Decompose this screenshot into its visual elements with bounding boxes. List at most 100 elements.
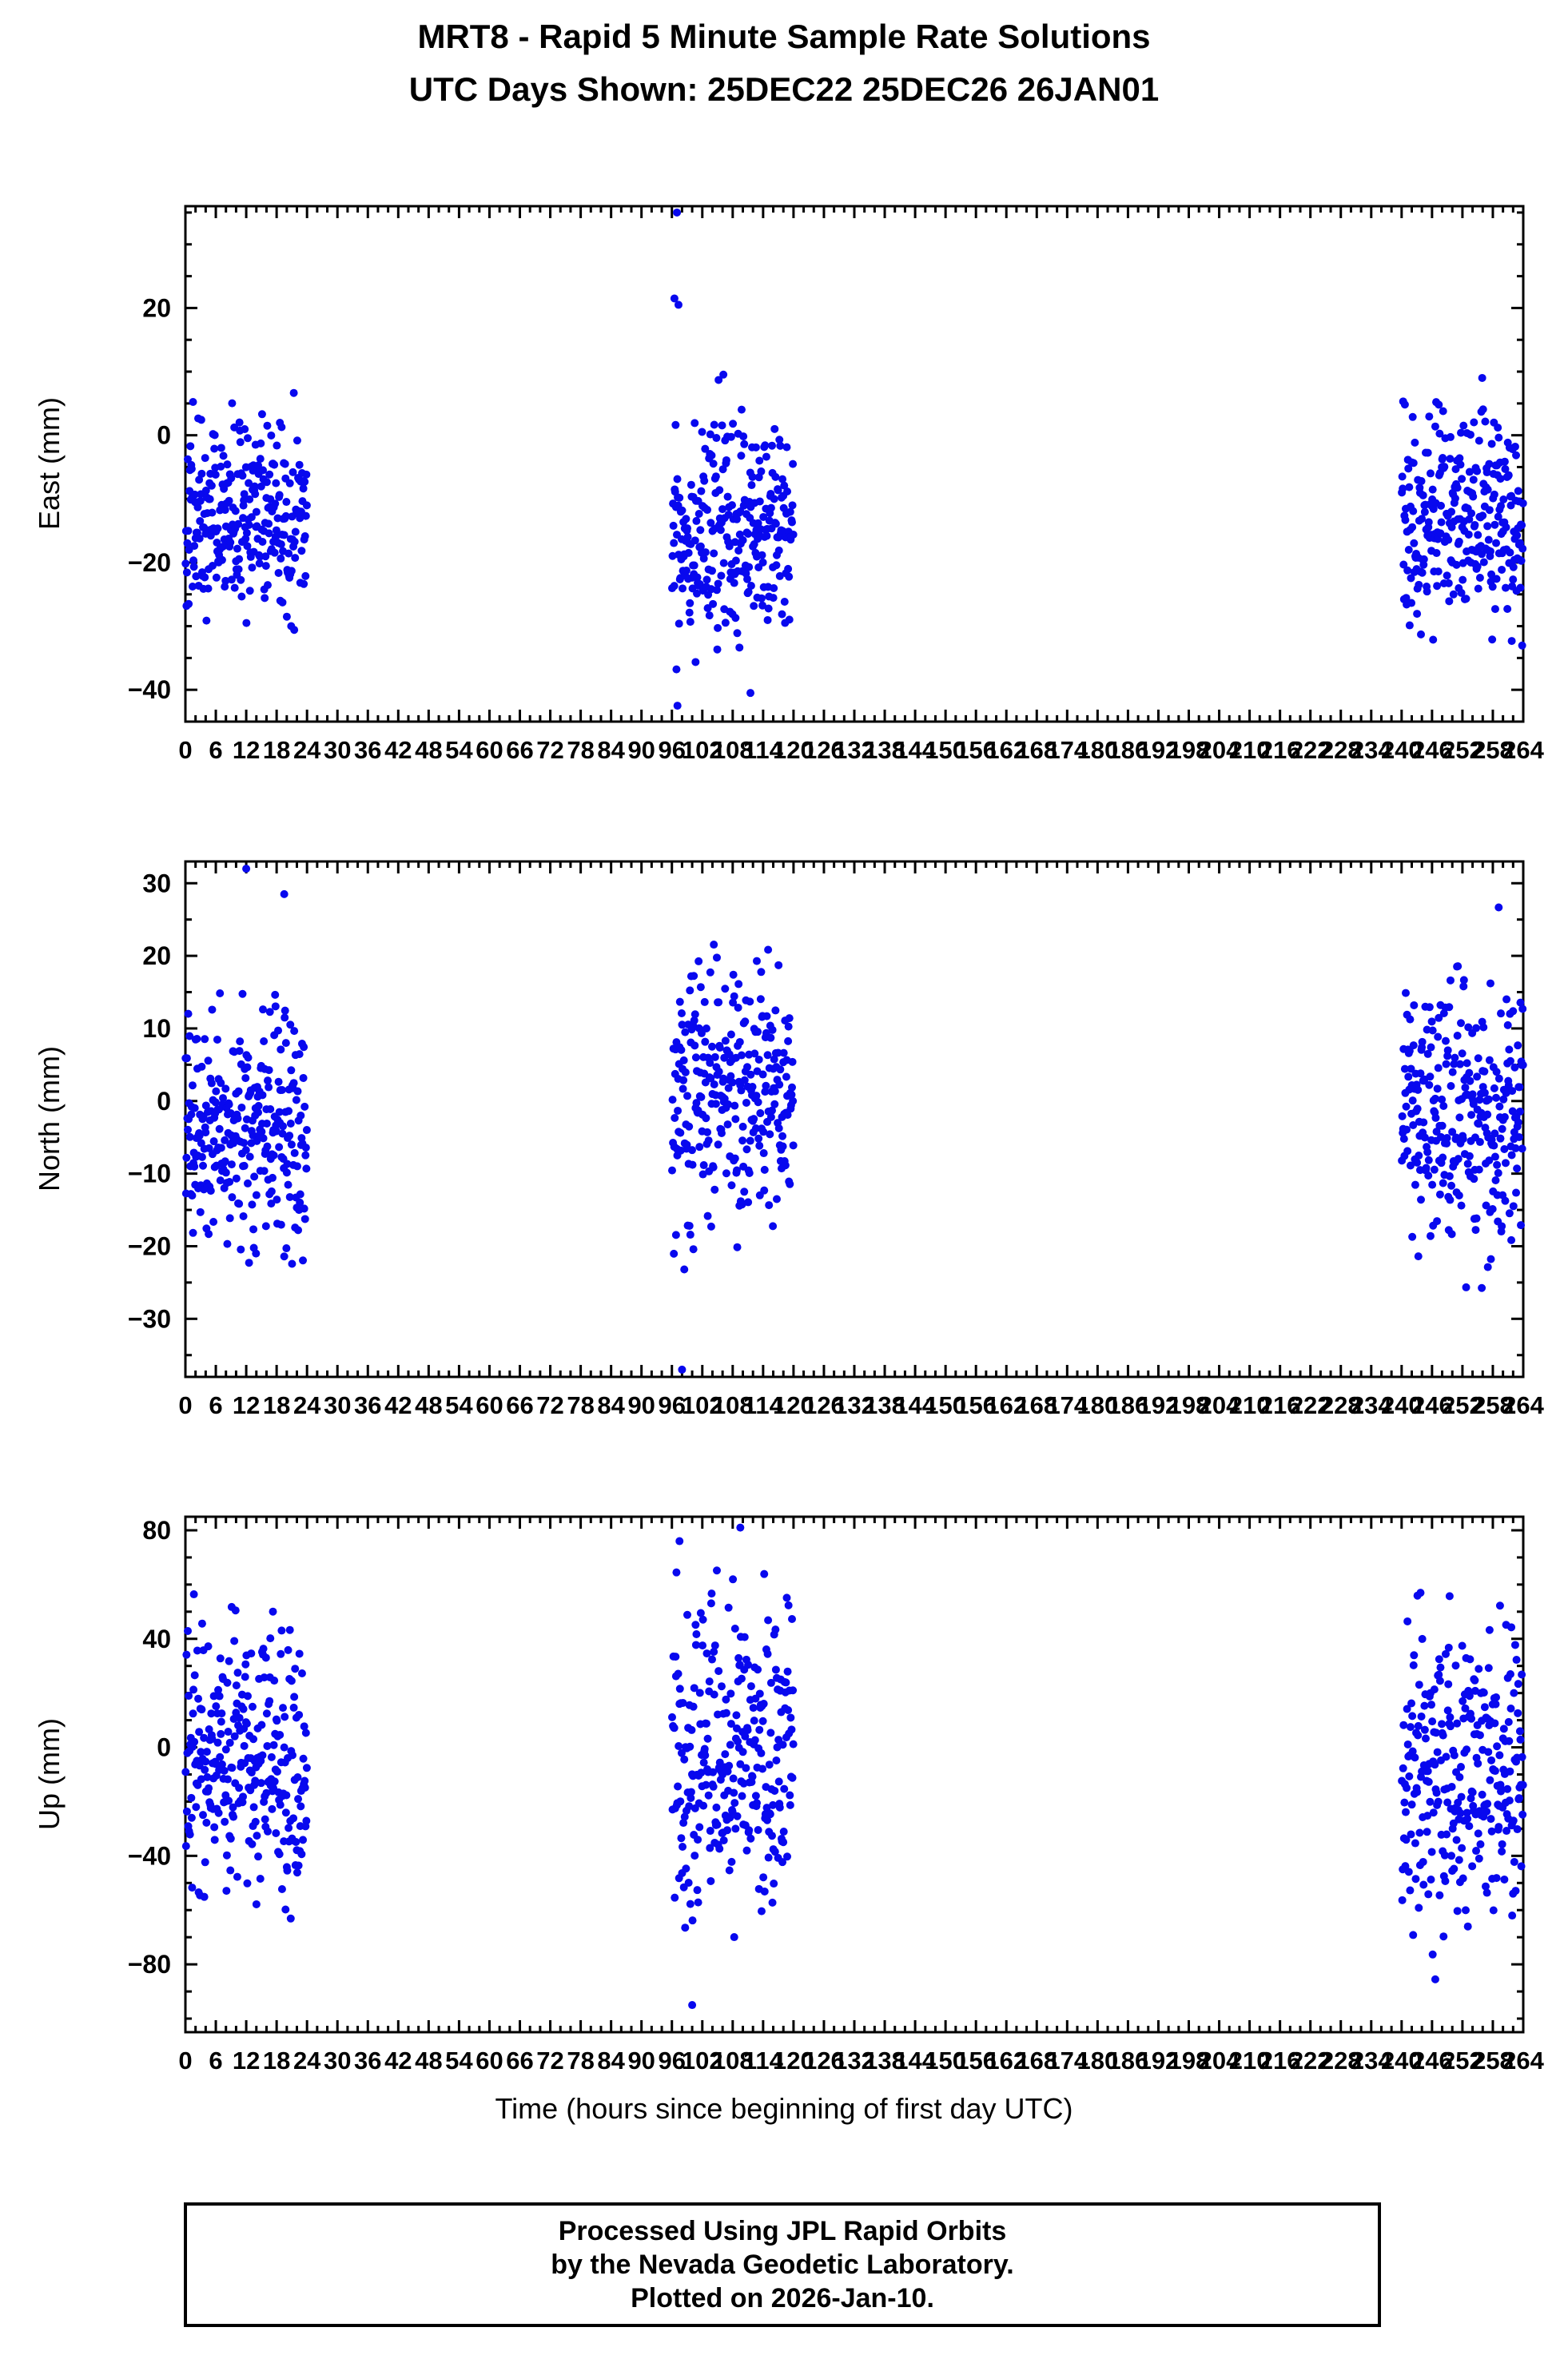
chart-title: MRT8 - Rapid 5 Minute Sample Rate Soluti… bbox=[417, 18, 1151, 55]
svg-text:210: 210 bbox=[1229, 1391, 1271, 1419]
svg-text:114: 114 bbox=[743, 2047, 784, 2075]
svg-text:30: 30 bbox=[324, 2047, 351, 2075]
svg-text:252: 252 bbox=[1442, 736, 1483, 764]
svg-text:−20: −20 bbox=[128, 548, 171, 577]
svg-text:−20: −20 bbox=[128, 1231, 171, 1260]
svg-text:168: 168 bbox=[1016, 1391, 1057, 1419]
svg-text:264: 264 bbox=[1502, 736, 1544, 764]
svg-text:6: 6 bbox=[209, 2047, 222, 2075]
svg-text:40: 40 bbox=[142, 1625, 171, 1653]
svg-text:90: 90 bbox=[627, 2047, 655, 2075]
svg-text:12: 12 bbox=[233, 1391, 260, 1419]
svg-text:120: 120 bbox=[773, 2047, 814, 2075]
footer-line-1: Processed Using JPL Rapid Orbits bbox=[558, 2216, 1007, 2246]
svg-text:84: 84 bbox=[597, 2047, 625, 2075]
footer-box: Processed Using JPL Rapid Orbits by the … bbox=[184, 2202, 1381, 2327]
svg-text:192: 192 bbox=[1138, 1391, 1180, 1419]
svg-text:162: 162 bbox=[985, 2047, 1027, 2075]
svg-text:6: 6 bbox=[209, 736, 222, 764]
svg-text:60: 60 bbox=[476, 1391, 503, 1419]
svg-text:20: 20 bbox=[142, 941, 171, 970]
svg-text:72: 72 bbox=[536, 736, 563, 764]
svg-text:258: 258 bbox=[1472, 2047, 1514, 2075]
svg-text:18: 18 bbox=[263, 2047, 290, 2075]
svg-text:90: 90 bbox=[627, 736, 655, 764]
svg-text:66: 66 bbox=[506, 2047, 533, 2075]
svg-text:48: 48 bbox=[415, 1391, 442, 1419]
subplot-up: 0 6 12 18 24 30 36 42 48 54 60 66 72 78 84 90 9610210811… bbox=[128, 1515, 1545, 2075]
svg-text:114: 114 bbox=[743, 1391, 784, 1419]
svg-text:234: 234 bbox=[1351, 1391, 1392, 1419]
svg-text:72: 72 bbox=[536, 2047, 563, 2075]
svg-text:−30: −30 bbox=[128, 1304, 171, 1333]
svg-text:150: 150 bbox=[925, 1391, 966, 1419]
svg-text:132: 132 bbox=[834, 1391, 875, 1419]
svg-text:102: 102 bbox=[682, 736, 723, 764]
x-axis-label: Time (hours since beginning of first day… bbox=[495, 2092, 1073, 2125]
svg-text:108: 108 bbox=[712, 736, 754, 764]
svg-text:36: 36 bbox=[354, 1391, 381, 1419]
svg-text:80: 80 bbox=[142, 1516, 171, 1545]
svg-text:186: 186 bbox=[1108, 736, 1149, 764]
svg-text:66: 66 bbox=[506, 736, 533, 764]
svg-text:126: 126 bbox=[803, 1391, 845, 1419]
svg-text:186: 186 bbox=[1108, 2047, 1149, 2075]
svg-text:12: 12 bbox=[233, 736, 260, 764]
svg-text:42: 42 bbox=[384, 736, 412, 764]
svg-text:150: 150 bbox=[925, 2047, 966, 2075]
svg-text:168: 168 bbox=[1016, 2047, 1057, 2075]
chart-subtitle: UTC Days Shown: 25DEC22 25DEC26 26JAN01 bbox=[408, 70, 1160, 108]
svg-text:198: 198 bbox=[1168, 1391, 1210, 1419]
svg-text:6: 6 bbox=[209, 1391, 222, 1419]
svg-text:252: 252 bbox=[1442, 1391, 1483, 1419]
svg-text:246: 246 bbox=[1411, 736, 1453, 764]
svg-text:24: 24 bbox=[293, 2047, 321, 2075]
svg-text:192: 192 bbox=[1138, 2047, 1180, 2075]
svg-text:108: 108 bbox=[712, 1391, 754, 1419]
svg-text:0: 0 bbox=[178, 2047, 192, 2075]
svg-text:12: 12 bbox=[233, 2047, 260, 2075]
svg-text:156: 156 bbox=[955, 1391, 997, 1419]
svg-text:180: 180 bbox=[1077, 1391, 1118, 1419]
svg-text:198: 198 bbox=[1168, 736, 1210, 764]
svg-text:0: 0 bbox=[178, 736, 192, 764]
svg-text:204: 204 bbox=[1199, 736, 1240, 764]
svg-text:96: 96 bbox=[658, 736, 685, 764]
svg-text:108: 108 bbox=[712, 2047, 754, 2075]
svg-text:240: 240 bbox=[1381, 1391, 1423, 1419]
svg-text:120: 120 bbox=[773, 736, 814, 764]
svg-text:186: 186 bbox=[1108, 1391, 1149, 1419]
svg-text:174: 174 bbox=[1046, 1391, 1088, 1419]
svg-text:36: 36 bbox=[354, 2047, 381, 2075]
svg-text:30: 30 bbox=[324, 1391, 351, 1419]
svg-text:30: 30 bbox=[142, 869, 171, 897]
svg-text:60: 60 bbox=[476, 2047, 503, 2075]
svg-text:228: 228 bbox=[1320, 736, 1362, 764]
svg-text:42: 42 bbox=[384, 1391, 412, 1419]
svg-text:216: 216 bbox=[1260, 736, 1301, 764]
svg-text:42: 42 bbox=[384, 2047, 412, 2075]
svg-text:240: 240 bbox=[1381, 736, 1423, 764]
svg-text:120: 120 bbox=[773, 1391, 814, 1419]
svg-text:72: 72 bbox=[536, 1391, 563, 1419]
svg-text:0: 0 bbox=[178, 1391, 192, 1419]
svg-text:144: 144 bbox=[894, 736, 936, 764]
svg-text:234: 234 bbox=[1351, 736, 1392, 764]
svg-text:150: 150 bbox=[925, 736, 966, 764]
svg-text:−80: −80 bbox=[128, 1950, 171, 1979]
svg-text:126: 126 bbox=[803, 2047, 845, 2075]
svg-text:138: 138 bbox=[864, 2047, 905, 2075]
svg-text:18: 18 bbox=[263, 1391, 290, 1419]
svg-text:54: 54 bbox=[445, 1391, 473, 1419]
svg-text:156: 156 bbox=[955, 2047, 997, 2075]
svg-text:162: 162 bbox=[985, 736, 1027, 764]
svg-text:132: 132 bbox=[834, 736, 875, 764]
svg-text:138: 138 bbox=[864, 1391, 905, 1419]
svg-text:222: 222 bbox=[1290, 1391, 1331, 1419]
svg-text:198: 198 bbox=[1168, 2047, 1210, 2075]
svg-text:78: 78 bbox=[567, 736, 594, 764]
svg-text:54: 54 bbox=[445, 2047, 473, 2075]
svg-text:20: 20 bbox=[142, 293, 171, 322]
svg-text:264: 264 bbox=[1502, 1391, 1544, 1419]
svg-text:66: 66 bbox=[506, 1391, 533, 1419]
